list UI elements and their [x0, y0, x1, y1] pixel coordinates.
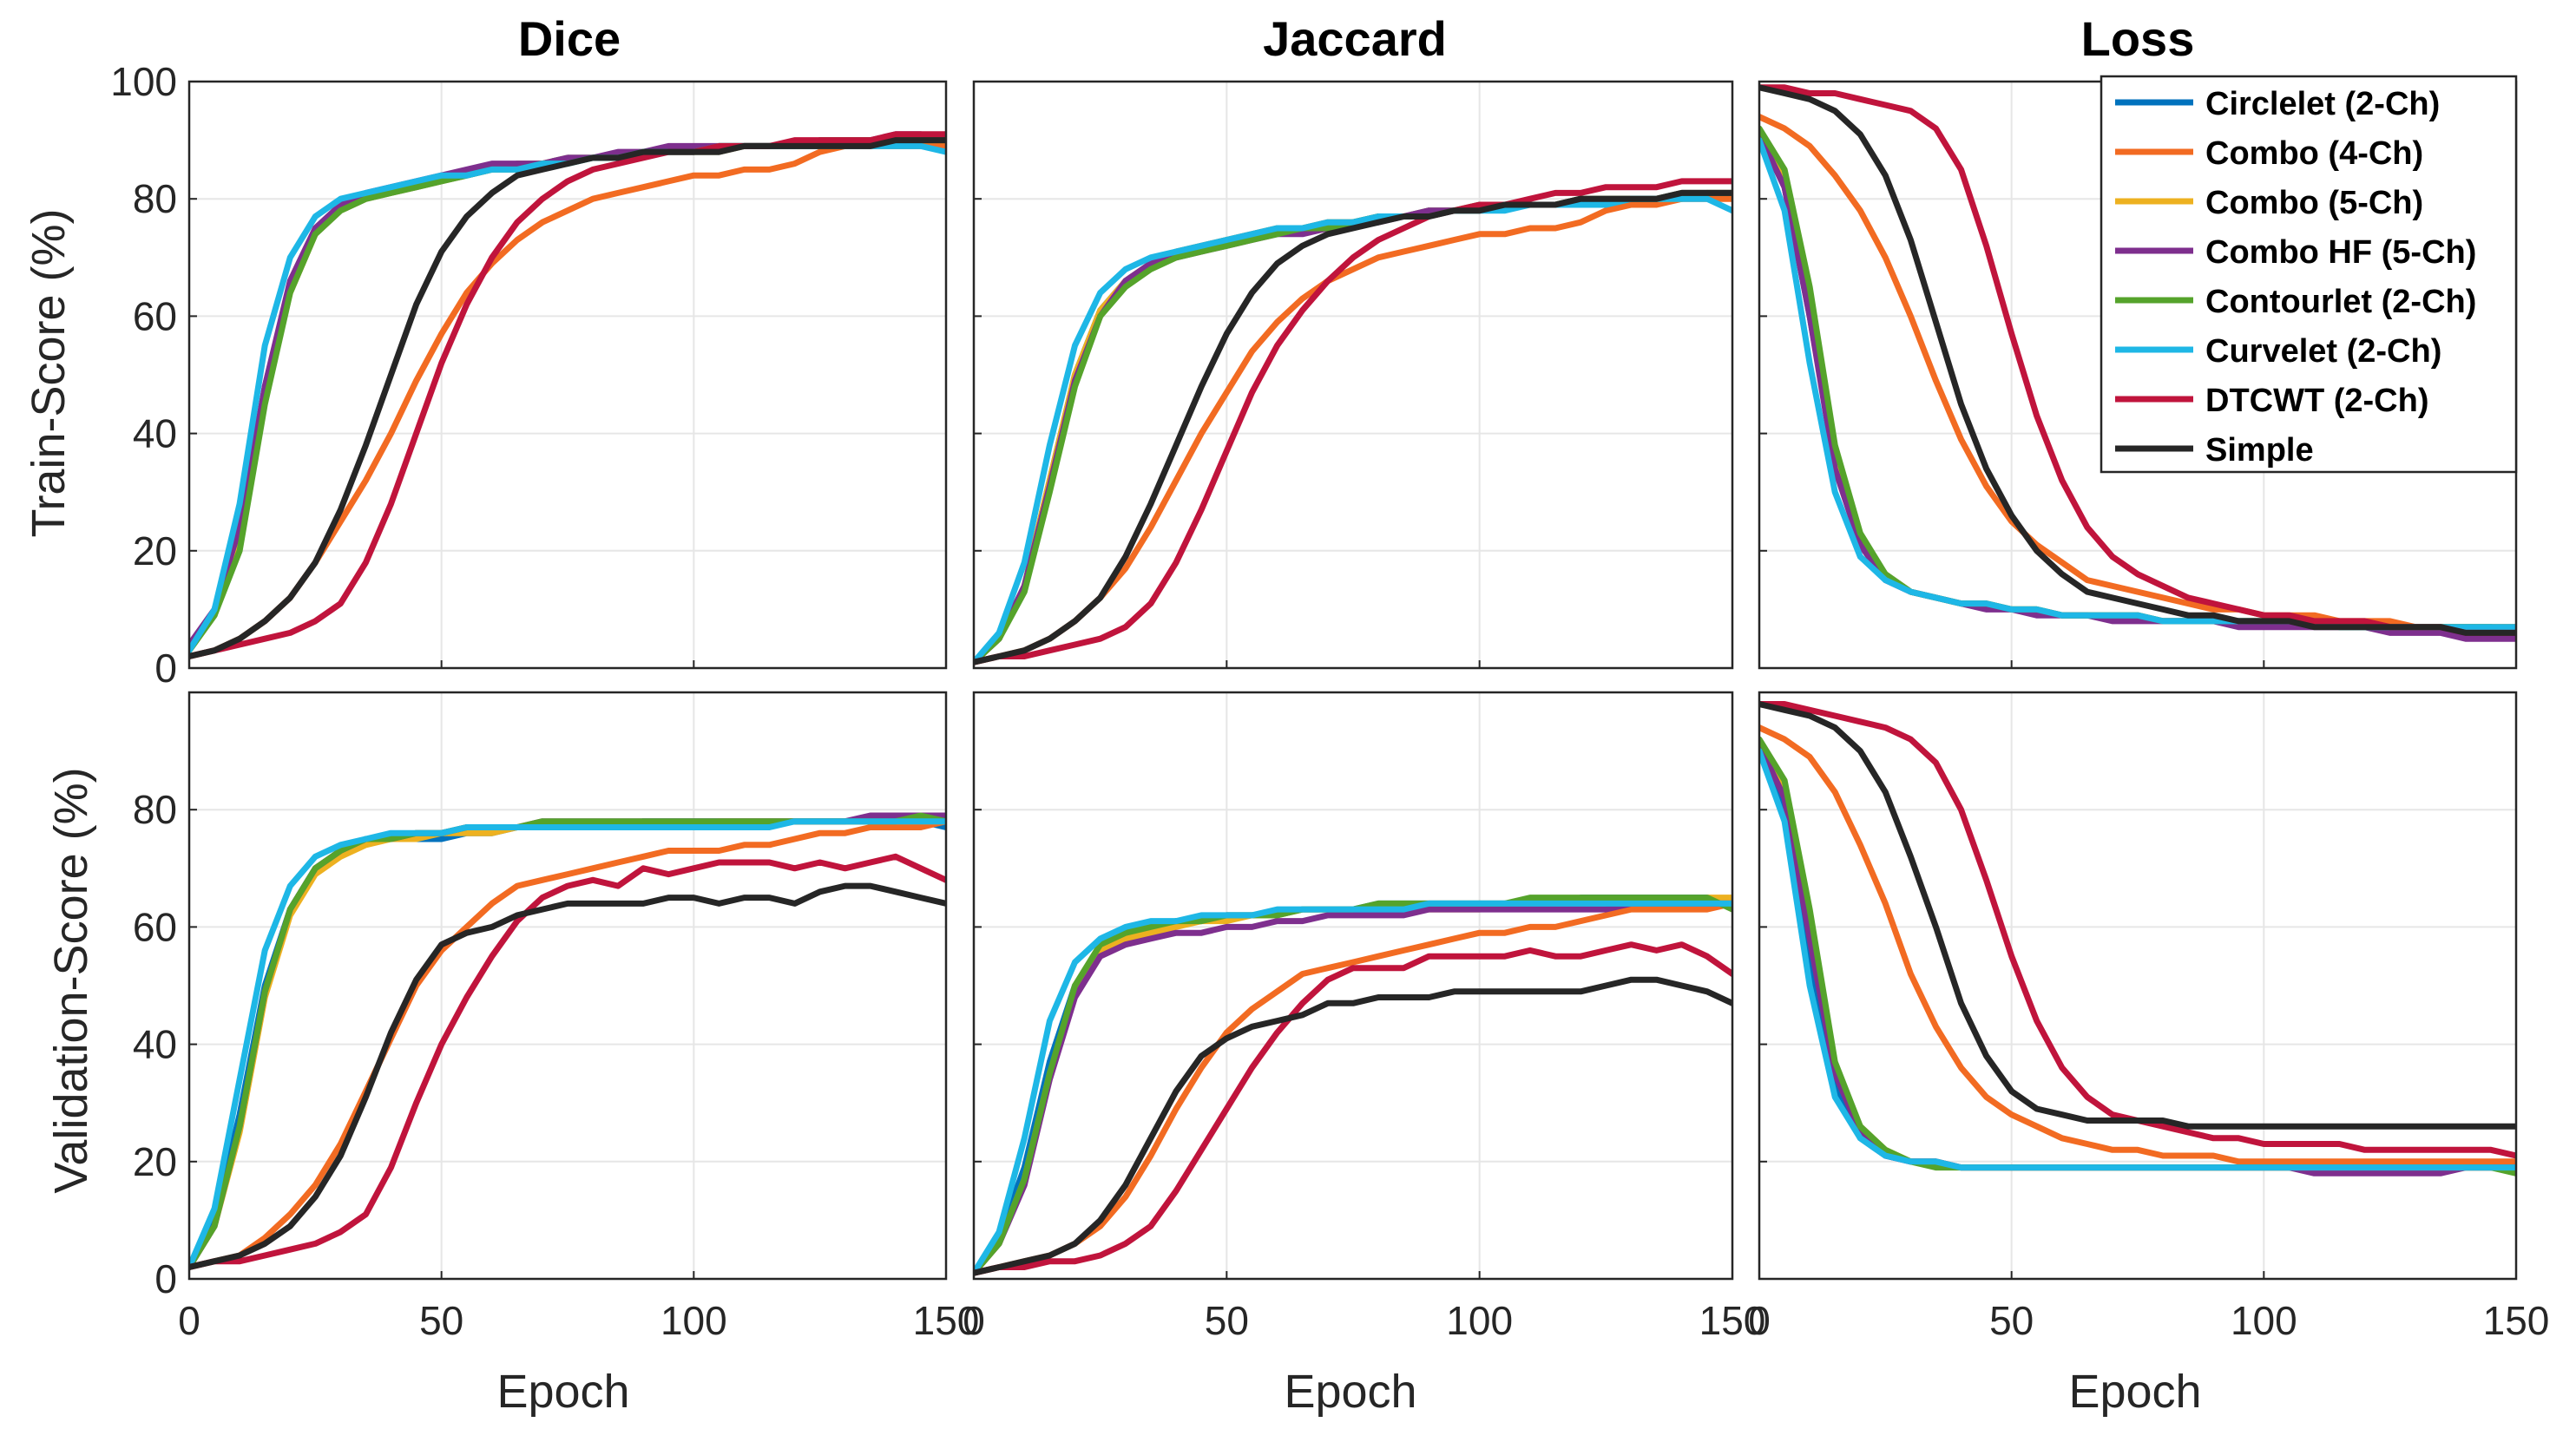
series-line-combo-4-ch	[189, 818, 946, 1270]
x-axis-label-loss: Epoch	[2068, 1366, 2201, 1418]
y-tick-label: 0	[154, 1256, 177, 1301]
legend-label-simple: Simple	[2205, 432, 2314, 469]
series-line-curvelet-2-ch	[974, 900, 1732, 1276]
legend-label-combo-hf-5-ch: Combo HF (5-Ch)	[2205, 234, 2476, 271]
axes-frame	[1758, 691, 2518, 1281]
panel-title-dice: Dice	[518, 11, 621, 66]
series-line-dtcwt-2-ch	[974, 941, 1732, 1276]
x-axis-label-jaccard: Epoch	[1284, 1366, 1416, 1418]
y-tick-label: 20	[133, 1139, 177, 1184]
y-tick-label: 40	[133, 1022, 177, 1067]
x-tick-label: 0	[1748, 1298, 1771, 1343]
series-line-simple	[1759, 84, 2516, 636]
x-tick-label: 0	[963, 1298, 985, 1343]
series-group	[974, 895, 1732, 1276]
y-tick-label: 80	[133, 176, 177, 221]
y-tick-label: 60	[133, 904, 177, 949]
legend-label-curvelet-2-ch: Curvelet (2-Ch)	[2205, 333, 2441, 370]
panel-val-dice: 0 20 40 60 80 0 50 100 150	[133, 691, 980, 1343]
series-line-dtcwt-2-ch	[974, 178, 1732, 665]
x-tick-label: 50	[419, 1298, 463, 1343]
series-line-simple	[189, 882, 946, 1270]
x-tick-label: 150	[2483, 1298, 2550, 1343]
panel-train-dice: 0 20 40 60 80 100	[110, 59, 948, 691]
series-line-simple	[189, 137, 946, 659]
series-line-combo-4-ch	[974, 900, 1732, 1276]
series-line-curvelet-2-ch	[189, 818, 946, 1270]
x-tick-label: 50	[1205, 1298, 1249, 1343]
panel-title-loss: Loss	[2081, 11, 2195, 66]
legend-label-contourlet-2-ch: Contourlet (2-Ch)	[2205, 284, 2476, 320]
y-axis-label-train: Train-Score (%)	[23, 208, 75, 537]
series-line-dtcwt-2-ch	[189, 131, 946, 659]
y-tick-label: 40	[133, 411, 177, 456]
series-line-curvelet-2-ch	[974, 195, 1732, 665]
legend-box	[2100, 75, 2518, 474]
x-tick-label: 0	[178, 1298, 200, 1343]
legend-label-combo-4-ch: Combo (4-Ch)	[2205, 135, 2423, 172]
series-line-simple	[1759, 701, 2516, 1130]
axes-frame	[187, 80, 948, 670]
legend-label-dtcwt-2-ch: DTCWT (2-Ch)	[2205, 383, 2428, 419]
y-tick-label: 0	[154, 646, 177, 691]
x-axis-label-dice: Epoch	[496, 1366, 629, 1418]
y-tick-label: 60	[133, 293, 177, 338]
panel-title-jaccard: Jaccard	[1263, 11, 1447, 66]
series-group	[189, 131, 946, 659]
x-tick-label: 100	[1446, 1298, 1513, 1343]
series-group	[974, 178, 1732, 665]
axes-frame	[972, 691, 1734, 1281]
series-line-curvelet-2-ch	[1759, 748, 2516, 1171]
axes-frame	[187, 691, 948, 1281]
y-tick-label: 80	[133, 787, 177, 832]
series-line-simple	[974, 976, 1732, 1276]
x-tick-label: 150	[1699, 1298, 1766, 1343]
series-line-combo-hf-5-ch	[974, 900, 1732, 1276]
y-tick-label: 20	[133, 528, 177, 574]
x-tick-label: 50	[1989, 1298, 2034, 1343]
series-line-dtcwt-2-ch	[189, 853, 946, 1270]
legend: Circlelet (2-Ch) Combo (4-Ch) Combo (5-Ch)…	[2100, 75, 2518, 474]
series-line-combo-4-ch	[1759, 724, 2516, 1165]
plot-area	[189, 692, 946, 1279]
series-group	[1759, 701, 2516, 1177]
panel-val-loss: 0 50 100 150	[1748, 691, 2550, 1343]
plot-area	[1759, 692, 2516, 1279]
y-axis-label-validation: Validation-Score (%)	[45, 767, 97, 1193]
panel-train-jaccard	[972, 80, 1734, 670]
plot-area	[974, 82, 1732, 668]
y-tick-label: 100	[110, 59, 177, 104]
x-tick-label: 100	[2231, 1298, 2297, 1343]
x-tick-label: 150	[913, 1298, 980, 1343]
series-group	[189, 812, 946, 1270]
series-line-simple	[974, 189, 1732, 665]
x-tick-label: 100	[660, 1298, 727, 1343]
series-line-combo-4-ch	[1759, 114, 2516, 631]
series-group	[1759, 84, 2516, 642]
axes-frame	[972, 80, 1734, 670]
legend-label-circlelet-2-ch: Circlelet (2-Ch)	[2205, 86, 2440, 122]
legend-label-combo-5-ch: Combo (5-Ch)	[2205, 185, 2423, 221]
panel-val-jaccard: 0 50 100 150	[963, 691, 1766, 1343]
